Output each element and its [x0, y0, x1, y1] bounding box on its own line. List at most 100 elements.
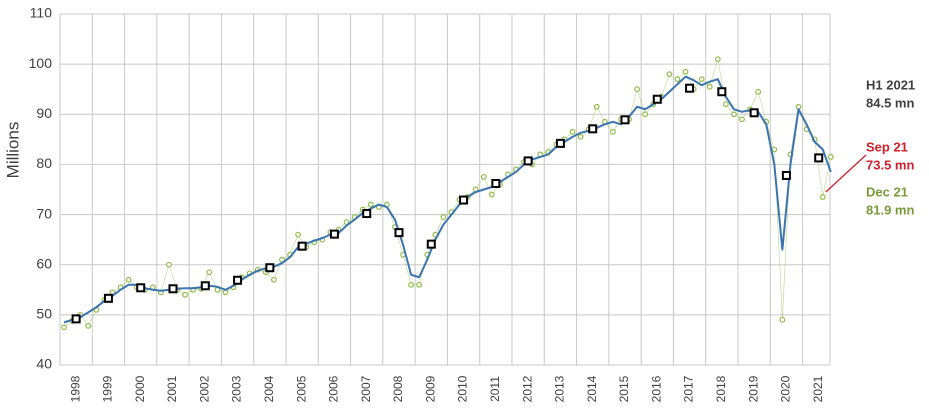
data-point	[714, 56, 721, 63]
annotation: 84.5 mn	[866, 95, 914, 110]
data-point	[593, 103, 600, 110]
data-point	[698, 76, 705, 83]
annual-average	[620, 115, 630, 125]
annotation: H1 2021	[866, 77, 915, 92]
annual-average	[652, 94, 662, 104]
annual-average	[394, 228, 404, 238]
annual-average	[814, 153, 824, 163]
y-tick-label: 80	[36, 155, 52, 171]
annual-average	[588, 124, 598, 134]
data-point	[85, 322, 92, 329]
annotation: Dec 21	[866, 184, 908, 199]
data-point	[488, 191, 495, 198]
data-point	[666, 71, 673, 78]
x-tick-label: 2012	[520, 375, 534, 402]
x-tick-label: 1999	[101, 375, 115, 402]
x-tick-label: 2010	[456, 375, 470, 402]
y-axis-label: Millions	[3, 122, 22, 179]
data-point	[674, 76, 681, 83]
data-point	[569, 128, 576, 135]
x-tick-label: 2001	[165, 375, 179, 402]
data-point	[779, 316, 786, 323]
annual-average	[233, 275, 243, 285]
y-tick-label: 60	[36, 255, 52, 271]
annual-average	[103, 293, 113, 303]
y-tick-label: 50	[36, 306, 52, 322]
data-point	[125, 276, 132, 283]
x-tick-label: 2005	[294, 375, 308, 402]
x-tick-label: 2007	[359, 375, 373, 402]
annual-average	[523, 156, 533, 166]
annotation: Sep 21	[866, 139, 908, 154]
data-point	[731, 111, 737, 118]
x-tick-label: 2009	[423, 375, 437, 402]
data-point	[577, 133, 584, 140]
annual-average	[168, 284, 178, 294]
plot-border	[59, 13, 831, 366]
data-point	[682, 68, 689, 75]
annual-average	[555, 138, 565, 148]
y-tick-label: 40	[36, 356, 52, 372]
x-tick-label: 2008	[391, 375, 405, 402]
data-point	[416, 281, 423, 288]
annotation-arrow	[825, 154, 867, 193]
data-point	[295, 231, 302, 238]
x-tick-label: 2000	[133, 375, 147, 402]
annotation: 81.9 mn	[866, 202, 914, 217]
annual-average	[491, 178, 501, 188]
annual-average	[749, 108, 759, 118]
annual-average	[71, 314, 81, 324]
x-tick-label: 2013	[553, 375, 567, 402]
data-point	[609, 128, 616, 135]
annual-average	[200, 281, 210, 291]
x-tick-label: 2020	[779, 375, 793, 402]
annual-average	[265, 263, 275, 273]
data-point	[771, 146, 778, 153]
data-point	[270, 276, 277, 283]
data-point	[408, 281, 415, 288]
y-tick-label: 70	[36, 205, 52, 221]
data-point	[166, 261, 172, 268]
data-point	[480, 174, 487, 180]
x-tick-label: 2004	[262, 375, 276, 402]
data-point	[755, 88, 762, 95]
y-tick-label: 110	[30, 5, 53, 21]
x-tick-label: 2003	[230, 375, 244, 402]
y-tick-label: 100	[29, 55, 53, 71]
data-point	[206, 269, 213, 276]
annual-average	[362, 209, 372, 219]
x-tick-label: 2018	[714, 375, 728, 402]
x-tick-label: 2011	[488, 376, 502, 402]
x-tick-label: 2021	[811, 375, 825, 402]
annual-average	[685, 83, 695, 93]
x-tick-label: 2014	[585, 375, 599, 402]
data-point	[61, 324, 67, 331]
data-point	[739, 116, 745, 123]
x-tick-label: 2016	[649, 375, 663, 402]
data-point	[722, 101, 729, 108]
annual-average	[297, 241, 307, 251]
x-tick-label: 1998	[68, 375, 82, 402]
data-point	[182, 291, 189, 298]
data-point	[440, 214, 447, 220]
data-point	[367, 201, 374, 208]
annual-average	[459, 195, 469, 205]
x-tick-label: 2002	[197, 375, 211, 402]
annotation: 73.5 mn	[866, 157, 914, 172]
x-tick-label: 2019	[746, 375, 760, 402]
data-point	[634, 86, 640, 93]
x-tick-label: 2017	[682, 375, 696, 402]
trend-line	[63, 75, 832, 324]
annual-average	[136, 283, 146, 293]
data-point	[827, 154, 834, 160]
annual-average	[426, 239, 436, 249]
y-tick-label: 90	[36, 105, 52, 121]
data-point	[706, 83, 713, 90]
annual-average	[781, 170, 791, 180]
data-point	[642, 111, 649, 118]
annual-average	[329, 229, 339, 239]
data-point	[819, 194, 826, 200]
x-tick-label: 2006	[327, 375, 341, 402]
annual-average	[717, 87, 727, 97]
